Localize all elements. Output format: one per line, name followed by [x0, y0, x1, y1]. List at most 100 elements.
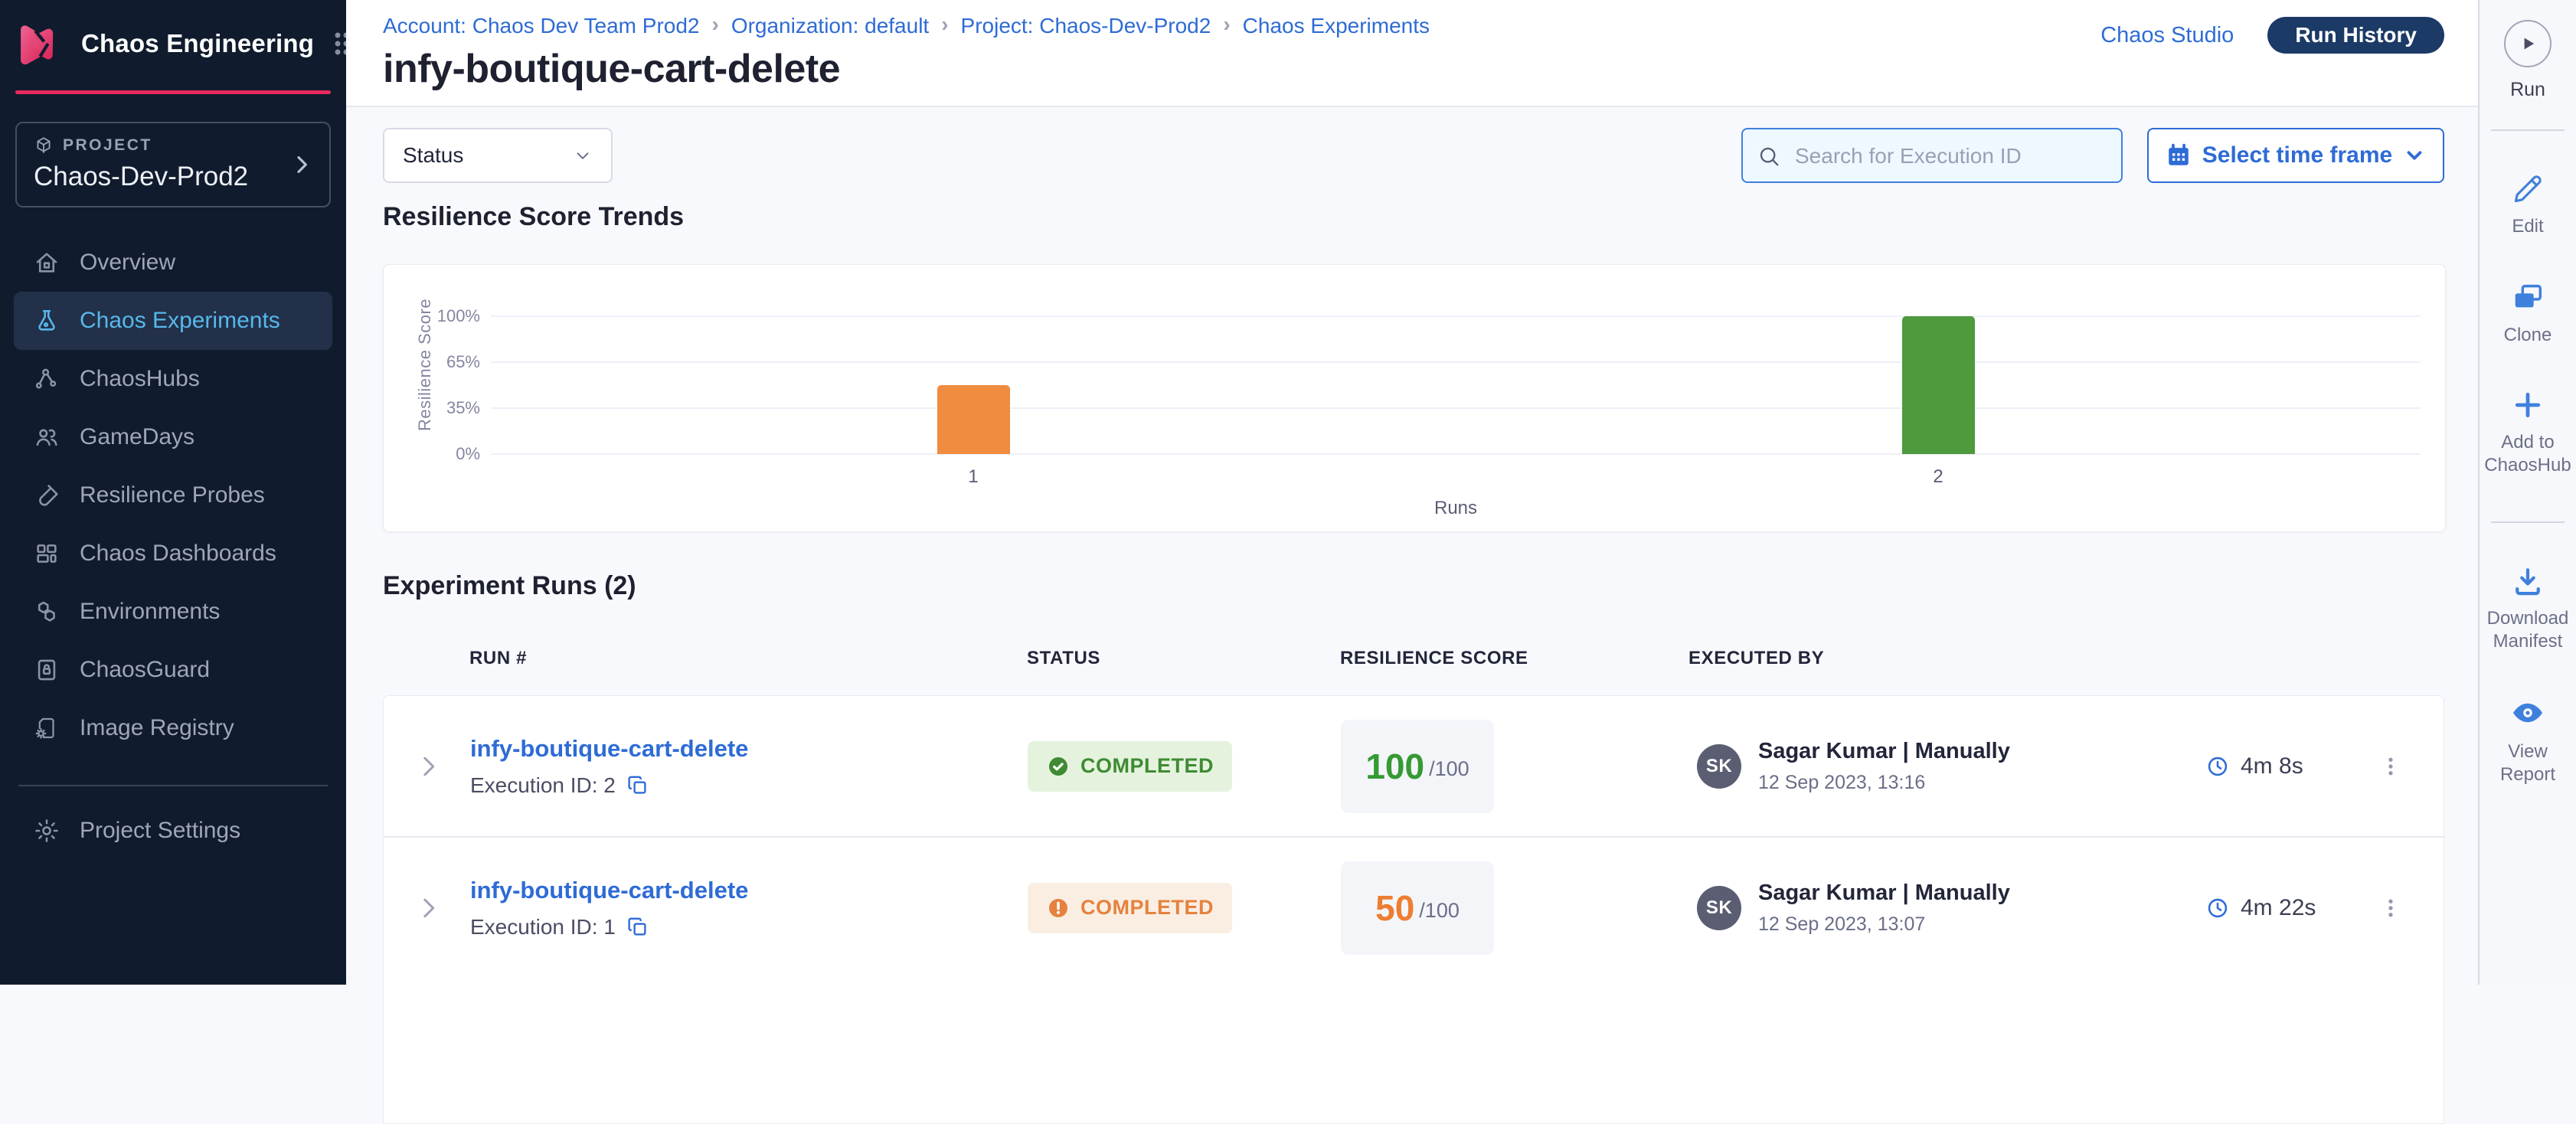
breadcrumb-chaos-experiments[interactable]: Chaos Experiments: [1242, 14, 1430, 38]
breadcrumb-account[interactable]: Account: Chaos Dev Team Prod2: [383, 14, 700, 38]
column-header-resilience-score: RESILIENCE SCORE: [1340, 648, 1528, 668]
clone-icon: [2510, 279, 2545, 315]
duration-text: 4m 8s: [2241, 753, 2303, 779]
bar-run-2: [1901, 316, 1975, 454]
sidebar-item-image-registry[interactable]: Image Registry: [14, 699, 332, 757]
copy-icon[interactable]: [626, 916, 649, 939]
column-header-executed-by: EXECUTED BY: [1688, 648, 1825, 668]
x-tick-label: 2: [1933, 466, 1943, 487]
run-cell: infy-boutique-cart-delete Execution ID: …: [470, 877, 748, 939]
row-menu-icon[interactable]: [2372, 889, 2410, 927]
avatar: SK: [1697, 885, 1741, 930]
column-header-run: RUN #: [469, 648, 528, 668]
resilience-score: 50 /100: [1341, 861, 1494, 955]
resilience-trends-chart: Resilience Score 0% 35% 65% 100% 1 2 Runs: [383, 264, 2446, 532]
registry-icon: [34, 715, 60, 741]
y-tick-label: 35%: [446, 398, 480, 417]
search-icon: [1757, 144, 1781, 168]
chevron-down-icon: [573, 145, 593, 165]
sidebar-divider: [18, 785, 328, 786]
check-circle-icon: [1046, 754, 1071, 779]
view-report-action[interactable]: View Report: [2481, 694, 2574, 786]
table-row: infy-boutique-cart-delete Execution ID: …: [384, 836, 2444, 978]
row-expand-chevron-icon[interactable]: [413, 751, 443, 782]
page-header: Account: Chaos Dev Team Prod2 › Organiza…: [346, 0, 2478, 107]
experiment-run-link[interactable]: infy-boutique-cart-delete: [470, 734, 749, 762]
sidebar-item-chaoshubs[interactable]: ChaosHubs: [14, 350, 332, 408]
breadcrumb: Account: Chaos Dev Team Prod2 › Organiza…: [383, 12, 1430, 38]
brand-accent-line: [15, 90, 331, 94]
sidebar-item-chaos-experiments[interactable]: Chaos Experiments: [14, 292, 332, 350]
resilience-score: 100 /100: [1341, 719, 1494, 813]
status-filter-dropdown[interactable]: Status: [383, 128, 613, 183]
project-selector[interactable]: PROJECT Chaos-Dev-Prod2: [15, 122, 331, 207]
add-to-chaoshub-action[interactable]: Add to ChaosHub: [2481, 388, 2574, 477]
chaos-logo-icon: [18, 20, 66, 67]
bar-run-1: [937, 385, 1010, 454]
executed-by-name: Sagar Kumar | Manually: [1758, 880, 2010, 905]
breadcrumb-project[interactable]: Project: Chaos-Dev-Prod2: [960, 14, 1211, 38]
gridline: [491, 407, 2421, 409]
runs-table: infy-boutique-cart-delete Execution ID: …: [383, 695, 2444, 1124]
plus-icon: [2511, 388, 2545, 422]
project-name: Chaos-Dev-Prod2: [34, 162, 249, 191]
table-row: infy-boutique-cart-delete Execution ID: …: [384, 696, 2444, 836]
row-menu-icon[interactable]: [2372, 747, 2410, 786]
edit-action[interactable]: Edit: [2481, 172, 2574, 238]
gridline: [491, 361, 2421, 363]
execution-id-text: Execution ID: 2: [470, 773, 616, 797]
search-input[interactable]: [1793, 129, 2110, 183]
cube-icon: [34, 136, 54, 155]
probe-icon: [34, 482, 60, 508]
chevron-right-icon: [289, 152, 314, 177]
rail-divider: [2491, 521, 2565, 524]
gear-icon: [34, 818, 60, 844]
eye-icon: [2509, 694, 2546, 731]
status-filter-label: Status: [403, 143, 464, 167]
duration-cell: 4m 8s: [2205, 753, 2303, 779]
main-content: Status Select time frame Resilience Sc: [346, 107, 2478, 1124]
sidebar-item-chaos-dashboards[interactable]: Chaos Dashboards: [14, 524, 332, 583]
sidebar-item-environments[interactable]: Environments: [14, 583, 332, 641]
gridline: [491, 453, 2421, 455]
hexagons-icon: [34, 599, 60, 625]
hub-icon: [34, 366, 60, 392]
duration-text: 4m 22s: [2241, 894, 2316, 920]
gridline: [491, 315, 2421, 317]
play-icon: [2524, 38, 2535, 50]
run-button[interactable]: [2504, 20, 2551, 67]
brand-row: Chaos Engineering: [0, 0, 358, 84]
page-title: infy-boutique-cart-delete: [383, 47, 841, 91]
chaos-studio-link[interactable]: Chaos Studio: [2100, 22, 2234, 47]
breadcrumb-separator: ›: [1223, 12, 1231, 36]
status-badge: COMPLETED: [1028, 882, 1233, 933]
duration-cell: 4m 22s: [2205, 895, 2316, 921]
calendar-icon: [2166, 142, 2192, 168]
time-frame-selector[interactable]: Select time frame: [2147, 128, 2444, 183]
sidebar-item-gamedays[interactable]: GameDays: [14, 408, 332, 466]
experiment-run-link[interactable]: infy-boutique-cart-delete: [470, 876, 749, 903]
time-frame-label: Select time frame: [2202, 142, 2393, 168]
sidebar-item-overview[interactable]: Overview: [14, 234, 332, 292]
sidebar-item-chaosguard[interactable]: ChaosGuard: [14, 641, 332, 699]
sidebar-item-project-settings[interactable]: Project Settings: [14, 802, 332, 860]
breadcrumb-organization[interactable]: Organization: default: [731, 14, 930, 38]
clone-action[interactable]: Clone: [2481, 279, 2574, 347]
avatar: SK: [1697, 743, 1741, 789]
sidebar-item-resilience-probes[interactable]: Resilience Probes: [14, 466, 332, 524]
experiment-runs-title: Experiment Runs (2): [383, 571, 636, 600]
project-label: PROJECT: [63, 136, 152, 154]
executed-by-cell: SK Sagar Kumar | Manually 12 Sep 2023, 1…: [1697, 739, 2010, 794]
run-history-button[interactable]: Run History: [2267, 17, 2444, 54]
x-tick-label: 1: [968, 466, 979, 487]
rail-divider: [2491, 129, 2565, 132]
download-manifest-action[interactable]: Download Manifest: [2481, 564, 2574, 653]
edit-icon: [2511, 172, 2545, 206]
flask-icon: [34, 308, 60, 334]
copy-icon[interactable]: [626, 774, 649, 797]
clock-icon: [2205, 896, 2230, 920]
execution-search: [1741, 128, 2123, 183]
chart-plot-area: 0% 35% 65% 100% 1 2: [437, 306, 2421, 487]
column-header-status: STATUS: [1027, 648, 1101, 668]
row-expand-chevron-icon[interactable]: [413, 893, 443, 923]
